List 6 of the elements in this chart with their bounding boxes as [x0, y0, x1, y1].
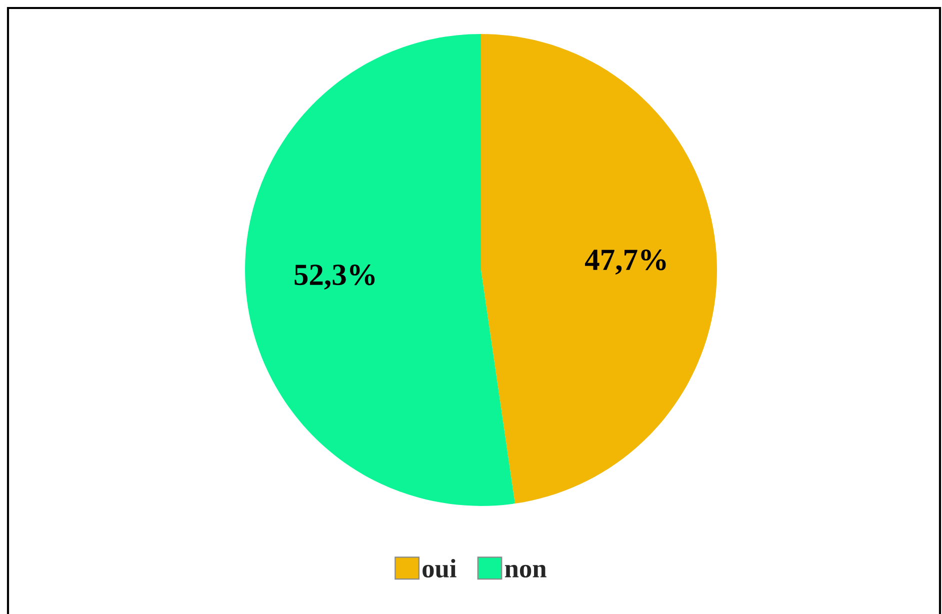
- data-label: 47,7%: [584, 250, 666, 275]
- pie-slice: [245, 34, 515, 506]
- legend-label: non: [504, 564, 546, 578]
- data-label: 52,3%: [294, 264, 375, 290]
- pie-slice: [481, 34, 717, 504]
- legend-label: oui: [422, 558, 456, 578]
